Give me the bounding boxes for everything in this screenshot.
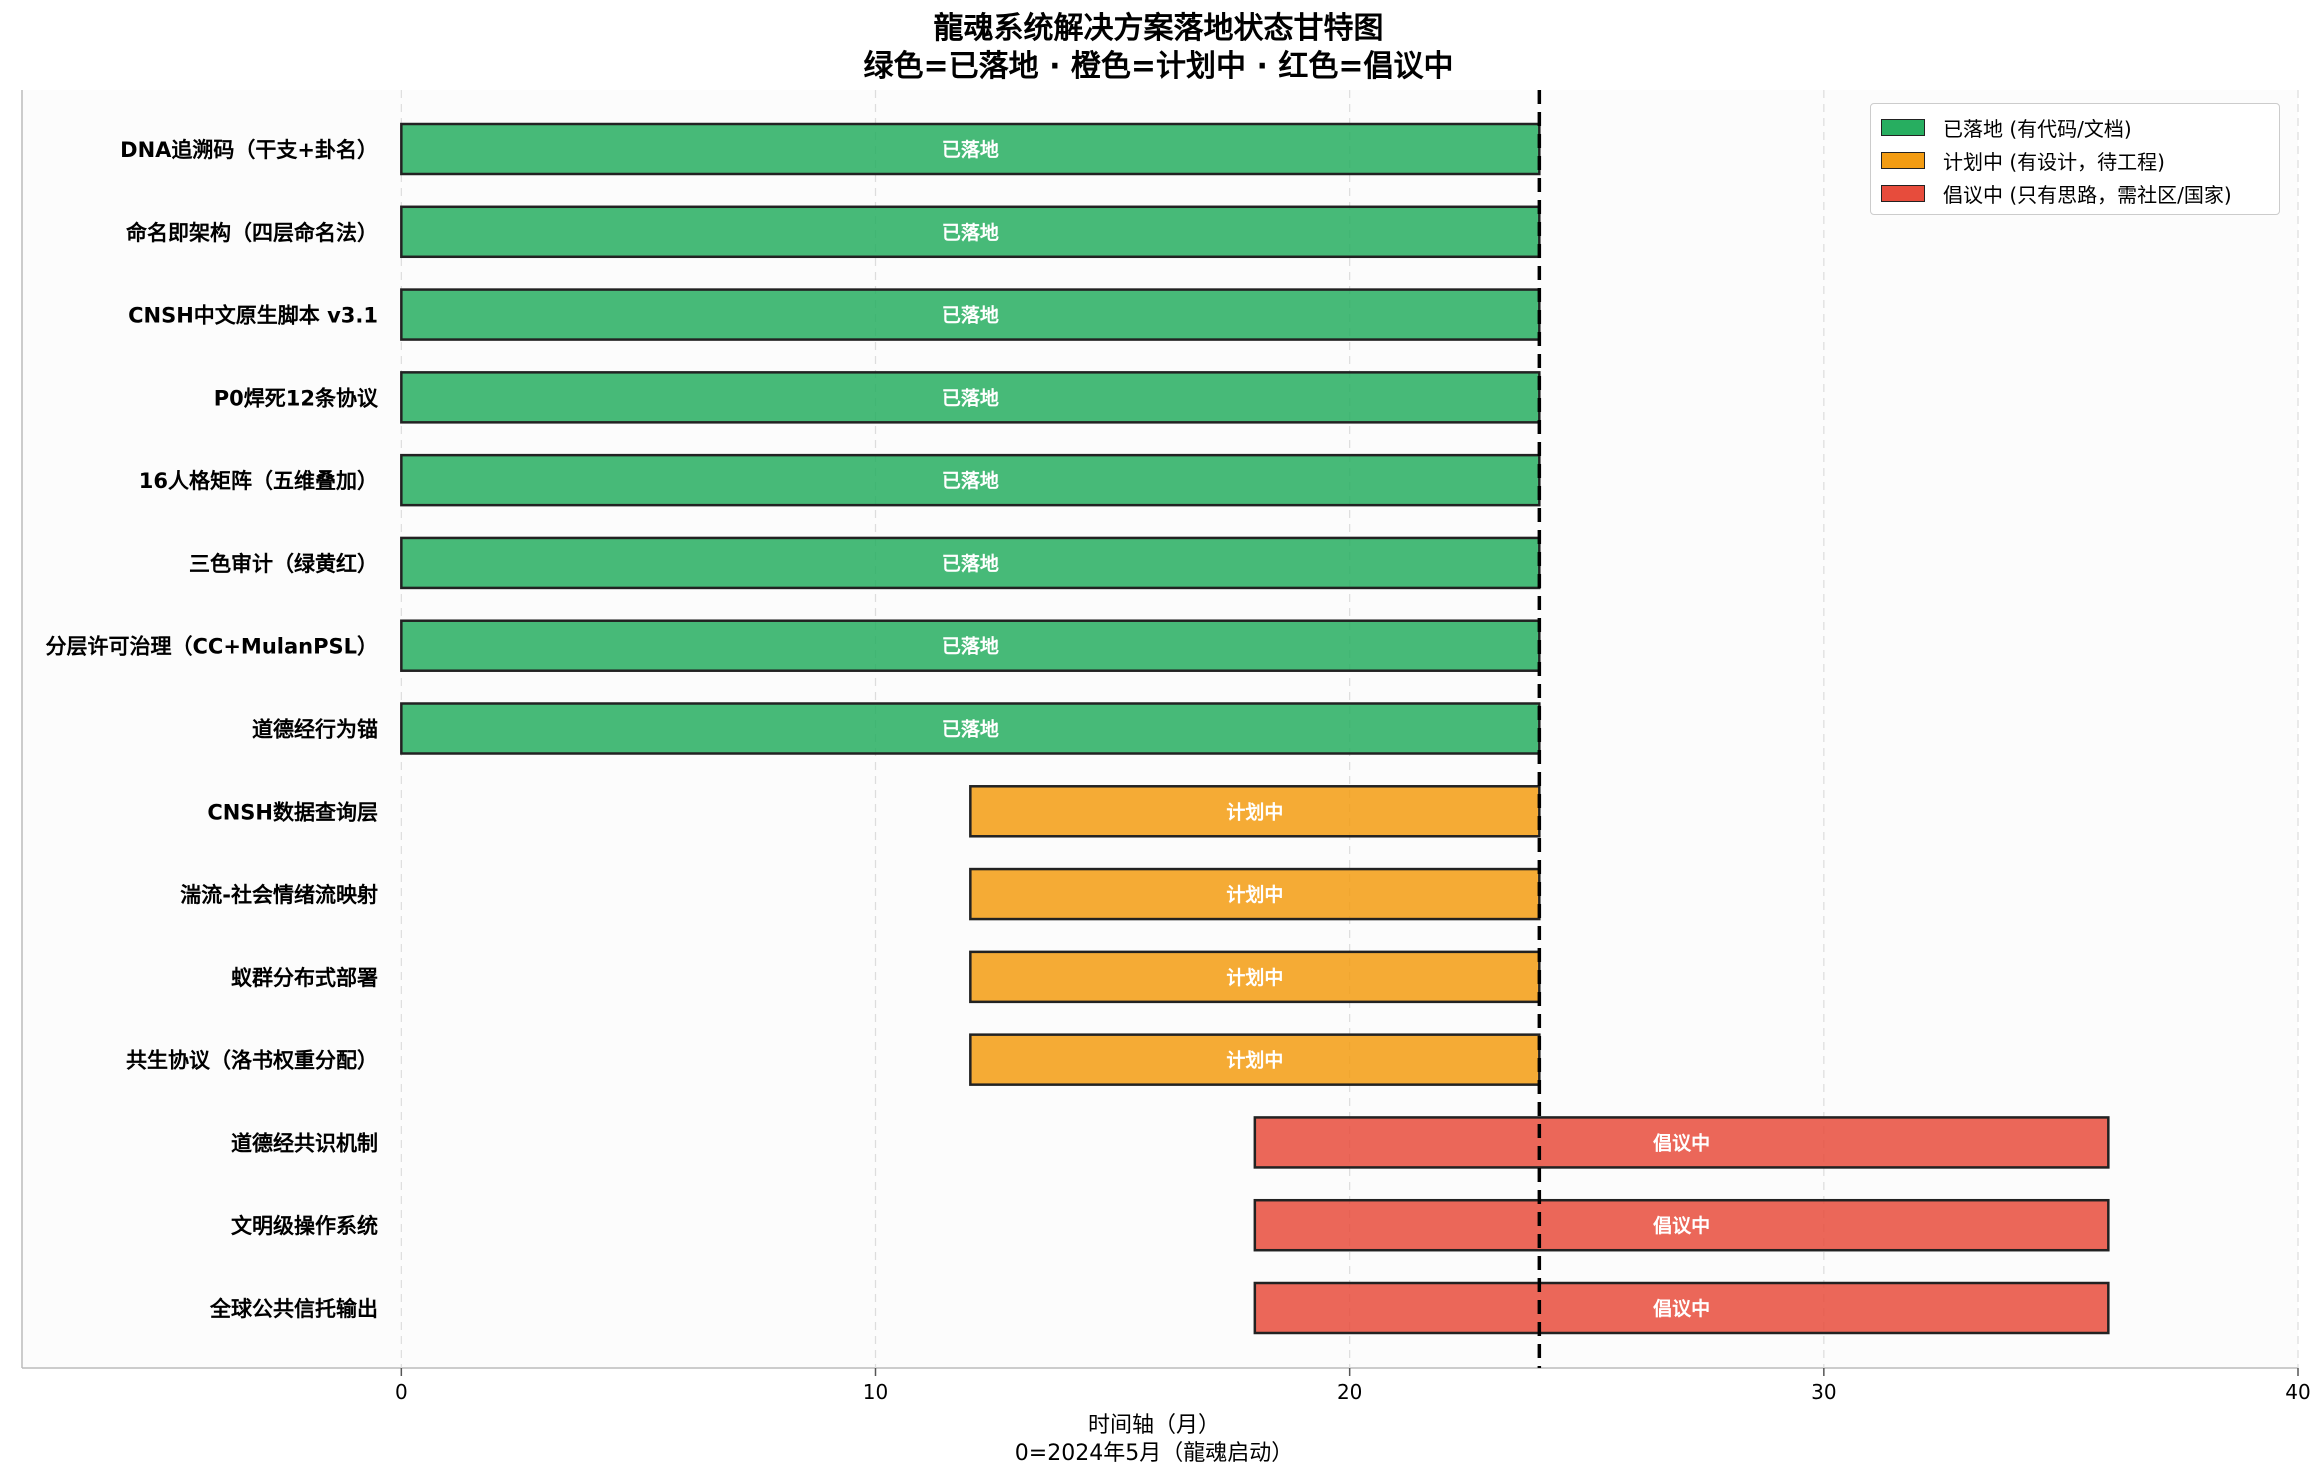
legend-swatch-proposed <box>1881 184 1925 202</box>
y-tick-label-13: 文明级操作系统 <box>231 1214 378 1238</box>
legend-item-proposed: 倡议中 (只有思路，需社区/国家) <box>1881 178 2232 208</box>
bar-label-8: 计划中 <box>1226 800 1283 823</box>
bar-8 <box>969 785 1541 838</box>
y-tick-label-3: P0焊死12条协议 <box>214 386 379 410</box>
y-tick-label-9: 湍流-社会情绪流映射 <box>180 883 378 907</box>
bar-12 <box>1253 1116 2110 1169</box>
y-tick-label-4: 16人格矩阵（五维叠加） <box>139 469 378 493</box>
bar-label-11: 计划中 <box>1226 1049 1283 1072</box>
bar-13 <box>1253 1198 2110 1252</box>
bar-label-3: 已落地 <box>942 386 999 409</box>
legend: 已落地 (有代码/文档) 计划中 (有设计，待工程) 倡议中 (只有思路，需社区… <box>1870 103 2280 215</box>
y-tick-label-10: 蚁群分布式部署 <box>231 966 378 990</box>
chart-title: 龍魂系统解决方案落地状态甘特图 绿色=已落地 · 橙色=计划中 · 红色=倡议中 <box>0 10 2317 86</box>
y-tick-label-2: CNSH中文原生脚本 v3.1 <box>128 304 378 328</box>
bar-0 <box>400 122 1541 176</box>
y-tick-label-12: 道德经共识机制 <box>231 1131 378 1155</box>
y-tick-label-1: 命名即架构（四层命名法） <box>126 221 378 245</box>
chart-title-line2: 绿色=已落地 · 橙色=计划中 · 红色=倡议中 <box>863 49 1454 84</box>
bars: 已落地已落地已落地已落地已落地已落地已落地已落地计划中计划中计划中计划中倡议中倡… <box>400 122 2110 1335</box>
bar-3 <box>400 371 1541 424</box>
legend-label-planned: 计划中 (有设计，待工程) <box>1943 149 2165 174</box>
x-tick-label-3: 30 <box>1811 1380 1836 1404</box>
legend-item-landed: 已落地 (有代码/文档) <box>1881 112 2132 142</box>
bar-label-9: 计划中 <box>1226 883 1283 906</box>
x-axis-label-line1: 时间轴（月） <box>1088 1413 1220 1438</box>
x-tick-label-2: 20 <box>1337 1380 1362 1404</box>
x-tick-label-1: 10 <box>863 1380 888 1404</box>
legend-label-landed: 已落地 (有代码/文档) <box>1943 116 2132 141</box>
x-axis-ticks: 0 10 20 30 40 <box>395 1368 2311 1404</box>
bar-5 <box>400 536 1541 590</box>
x-axis-label-line2: 0=2024年5月（龍魂启动） <box>1015 1441 1293 1466</box>
legend-label-proposed: 倡议中 (只有思路，需社区/国家) <box>1943 182 2232 207</box>
bar-label-10: 计划中 <box>1226 966 1283 989</box>
y-tick-label-5: 三色审计（绿黄红） <box>189 552 378 576</box>
bar-label-2: 已落地 <box>942 304 999 327</box>
bar-label-13: 倡议中 <box>1653 1214 1710 1237</box>
bar-label-6: 已落地 <box>942 635 999 658</box>
bar-7 <box>400 702 1541 755</box>
y-tick-label-7: 道德经行为锚 <box>252 718 378 742</box>
legend-swatch-landed <box>1881 118 1925 136</box>
y-tick-label-0: DNA追溯码（干支+卦名） <box>120 138 378 162</box>
legend-item-planned: 计划中 (有设计，待工程) <box>1881 145 2165 175</box>
y-axis-labels: DNA追溯码（干支+卦名） 命名即架构（四层命名法） CNSH中文原生脚本 v3.1… <box>46 138 379 1321</box>
y-tick-label-14: 全球公共信托输出 <box>209 1297 378 1321</box>
x-tick-label-0: 0 <box>395 1380 408 1404</box>
bar-11 <box>969 1033 1541 1086</box>
bar-label-12: 倡议中 <box>1653 1131 1710 1154</box>
bar-4 <box>400 453 1541 507</box>
x-tick-label-4: 40 <box>2285 1380 2310 1404</box>
bar-9 <box>969 867 1541 921</box>
bar-2 <box>400 288 1541 341</box>
bar-14 <box>1253 1281 2110 1335</box>
bar-6 <box>400 619 1541 672</box>
y-tick-label-6: 分层许可治理（CC+MulanPSL） <box>46 635 378 659</box>
legend-swatch-planned <box>1881 151 1925 169</box>
bar-label-0: 已落地 <box>942 138 999 161</box>
y-tick-label-8: CNSH数据查询层 <box>207 800 378 824</box>
bar-label-1: 已落地 <box>942 221 999 244</box>
bar-label-4: 已落地 <box>942 469 999 492</box>
bar-label-14: 倡议中 <box>1653 1297 1710 1320</box>
bar-1 <box>400 205 1541 259</box>
chart-title-line1: 龍魂系统解决方案落地状态甘特图 <box>933 11 1384 46</box>
bar-label-5: 已落地 <box>942 552 999 575</box>
bar-label-7: 已落地 <box>942 718 999 741</box>
y-tick-label-11: 共生协议（洛书权重分配） <box>126 1049 378 1073</box>
